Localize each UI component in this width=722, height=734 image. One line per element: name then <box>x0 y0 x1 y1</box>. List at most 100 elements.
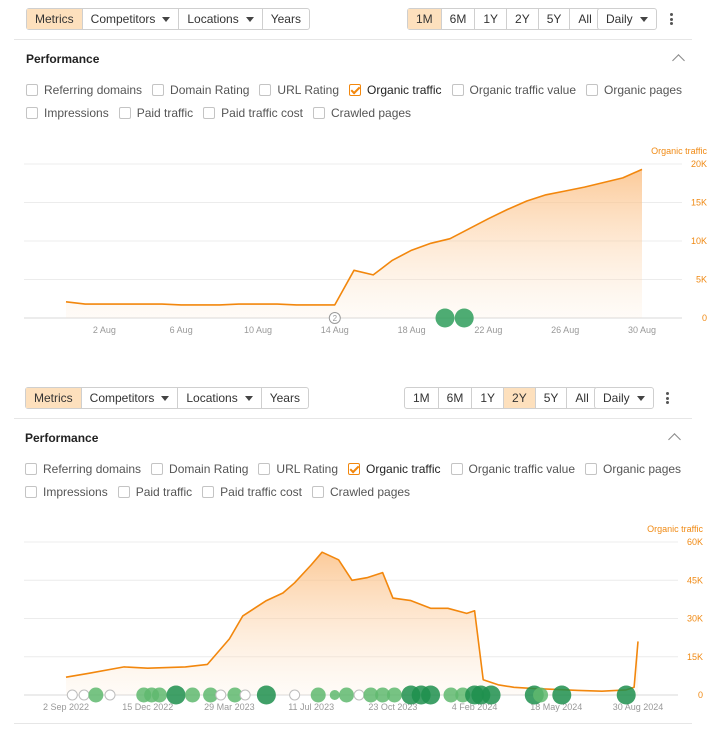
x-tick-label: 2 Aug <box>93 325 116 335</box>
metric-organic-pages[interactable]: Organic pages <box>586 83 682 97</box>
event-marker <box>185 687 200 703</box>
metric-organic-traffic-value[interactable]: Organic traffic value <box>451 83 576 97</box>
event-marker <box>386 687 402 703</box>
y-tick-label: 10K <box>691 236 707 246</box>
metric-label: URL Rating <box>277 83 340 97</box>
checkbox-checked[interactable] <box>348 463 361 475</box>
x-tick-label: 30 Aug 2024 <box>613 702 664 712</box>
tab-competitors[interactable]: Competitors <box>82 388 179 408</box>
more-options-icon[interactable] <box>662 390 672 406</box>
metric-label: Organic traffic value <box>468 462 576 476</box>
metric-domain-rating[interactable]: Domain Rating <box>152 83 249 97</box>
tab-years[interactable]: Years <box>269 391 300 405</box>
interval-dropdown[interactable]: Daily <box>594 387 654 409</box>
checkbox[interactable] <box>118 107 131 119</box>
metric-paid-traffic[interactable]: Paid traffic <box>117 485 192 499</box>
x-tick-label: 30 Aug <box>628 325 656 335</box>
toolbar: Metrics Competitors Locations Years 1M 6… <box>0 6 722 44</box>
tab-locations[interactable]: Locations <box>179 9 263 29</box>
tab-years[interactable]: Years <box>270 12 301 26</box>
checkbox[interactable] <box>313 107 325 119</box>
toolbar: Metrics Competitors Locations Years 1M 6… <box>0 385 722 423</box>
checkbox[interactable] <box>202 486 215 498</box>
checkbox[interactable] <box>585 463 597 475</box>
x-tick-label: 18 Aug <box>398 325 426 335</box>
metric-organic-traffic[interactable]: Organic traffic <box>348 462 441 476</box>
more-options-icon[interactable] <box>666 11 676 27</box>
metric-label: Organic pages <box>603 462 682 476</box>
checkbox[interactable] <box>151 463 164 475</box>
checkbox[interactable] <box>258 463 271 475</box>
chevron-up-icon[interactable] <box>668 433 681 446</box>
x-tick-label: 26 Aug <box>551 325 579 335</box>
range-5y[interactable]: 5Y <box>539 9 571 29</box>
range-6m[interactable]: 6M <box>442 9 476 29</box>
metric-crawled-pages[interactable]: Crawled pages <box>313 106 411 120</box>
checkbox-checked[interactable] <box>349 84 362 96</box>
metric-paid-traffic-cost[interactable]: Paid traffic cost <box>202 485 302 499</box>
range-6m[interactable]: 6M <box>439 388 473 408</box>
metric-url-rating[interactable]: URL Rating <box>259 83 339 97</box>
metric-label: Impressions <box>44 106 109 120</box>
tab-locations-label: Locations <box>187 12 239 26</box>
metric-crawled-pages[interactable]: Crawled pages <box>312 485 410 499</box>
range-1m[interactable]: 1M <box>405 388 439 408</box>
metric-referring-domains[interactable]: Referring domains <box>25 462 141 476</box>
metric-paid-traffic-cost[interactable]: Paid traffic cost <box>203 106 303 120</box>
event-marker <box>552 685 572 705</box>
checkbox[interactable] <box>451 84 464 96</box>
metric-referring-domains[interactable]: Referring domains <box>26 83 142 97</box>
checkbox[interactable] <box>25 486 37 498</box>
chevron-up-icon[interactable] <box>672 54 685 67</box>
divider <box>14 418 692 419</box>
checkbox[interactable] <box>26 107 38 119</box>
metric-label: Crawled pages <box>330 485 411 499</box>
range-1y[interactable]: 1Y <box>475 9 508 29</box>
checkbox[interactable] <box>450 463 463 475</box>
y-tick-label: 20K <box>691 159 707 169</box>
event-marker <box>435 308 455 328</box>
metric-paid-traffic[interactable]: Paid traffic <box>118 106 193 120</box>
range-all[interactable]: All <box>575 391 589 405</box>
x-tick-label: 11 Jul 2023 <box>288 702 334 712</box>
checkbox[interactable] <box>117 486 130 498</box>
metric-url-rating[interactable]: URL Rating <box>258 462 338 476</box>
metric-label: Paid traffic cost <box>220 485 302 499</box>
checkbox[interactable] <box>203 107 216 119</box>
range-1y[interactable]: 1Y <box>472 388 505 408</box>
checkbox[interactable] <box>312 486 324 498</box>
tab-competitors[interactable]: Competitors <box>83 9 180 29</box>
range-2y[interactable]: 2Y <box>504 388 536 408</box>
metric-organic-pages[interactable]: Organic pages <box>585 462 681 476</box>
checkbox[interactable] <box>26 84 38 96</box>
event-marker <box>227 687 243 703</box>
metric-label: Organic traffic <box>367 83 442 97</box>
range-1m[interactable]: 1M <box>408 9 442 29</box>
event-marker <box>256 685 276 705</box>
annotation-icon <box>353 689 365 701</box>
event-marker <box>533 687 549 703</box>
checkbox[interactable] <box>152 84 165 96</box>
chevron-down-icon <box>162 16 171 22</box>
chevron-down-icon <box>244 395 253 401</box>
metric-impressions[interactable]: Impressions <box>25 485 108 499</box>
range-selector: 1M 6M 1Y 2Y 5Y All <box>407 8 601 30</box>
range-2y[interactable]: 2Y <box>507 9 539 29</box>
x-tick-label: 22 Aug <box>474 325 502 335</box>
interval-dropdown[interactable]: Daily <box>597 8 657 30</box>
checkbox[interactable] <box>25 463 37 475</box>
metric-domain-rating[interactable]: Domain Rating <box>151 462 248 476</box>
metrics-row-2: Impressions Paid traffic Paid traffic co… <box>26 105 421 121</box>
metric-impressions[interactable]: Impressions <box>26 106 109 120</box>
tab-metrics[interactable]: Metrics <box>26 388 82 408</box>
checkbox[interactable] <box>586 84 598 96</box>
metric-organic-traffic[interactable]: Organic traffic <box>349 83 442 97</box>
tab-locations[interactable]: Locations <box>178 388 262 408</box>
range-all[interactable]: All <box>578 12 592 26</box>
checkbox[interactable] <box>259 84 272 96</box>
metric-organic-traffic-value[interactable]: Organic traffic value <box>450 462 576 476</box>
range-5y[interactable]: 5Y <box>536 388 568 408</box>
section-title: Performance <box>25 431 99 445</box>
annotation-icon <box>328 312 341 324</box>
tab-metrics[interactable]: Metrics <box>27 9 83 29</box>
